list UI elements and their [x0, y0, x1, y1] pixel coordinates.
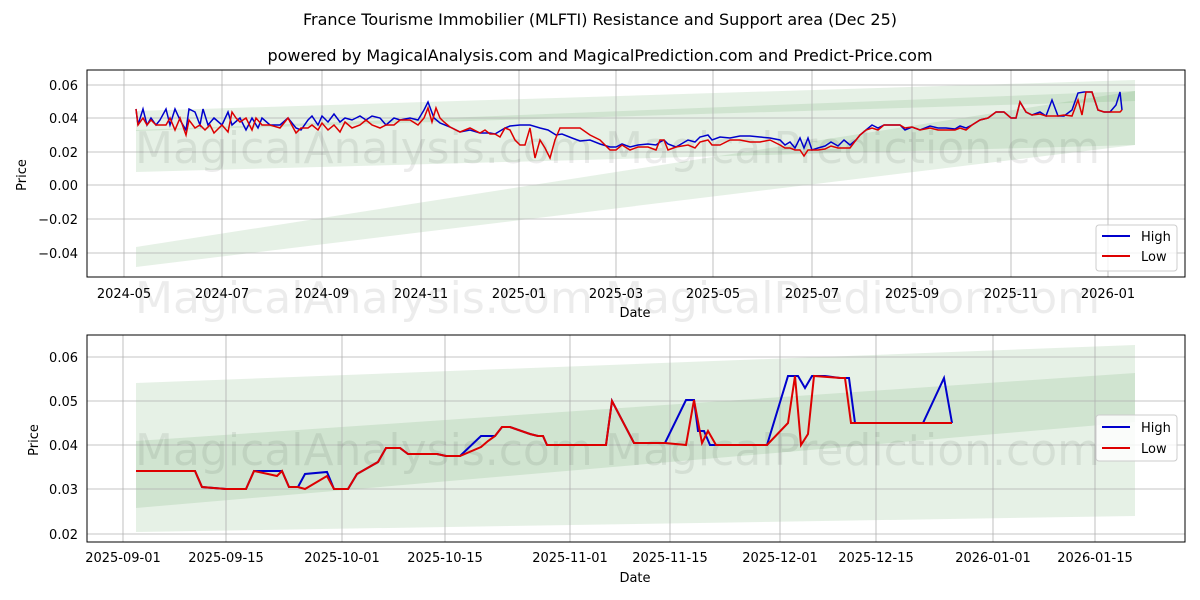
bottom-band-outer — [136, 345, 1135, 532]
svg-text:2025-09: 2025-09 — [885, 287, 939, 302]
svg-text:2026-01: 2026-01 — [1081, 287, 1135, 302]
watermark-prediction-top: MagicalPrediction.com — [605, 123, 1100, 174]
top-band-bottom — [136, 91, 1135, 267]
legend-high-bottom: High — [1141, 421, 1171, 436]
legend-low-bottom: Low — [1141, 442, 1167, 457]
svg-text:2026-01-15: 2026-01-15 — [1057, 551, 1133, 566]
bottom-grid — [87, 335, 1185, 542]
svg-text:2024-09: 2024-09 — [295, 287, 349, 302]
bottom-legend: High Low — [1095, 414, 1178, 462]
svg-text:2025-01: 2025-01 — [492, 287, 546, 302]
top-y-axis-label: Price — [15, 159, 30, 191]
svg-text:2025-11-15: 2025-11-15 — [632, 551, 708, 566]
svg-text:0.06: 0.06 — [49, 79, 78, 94]
svg-text:2025-05: 2025-05 — [686, 287, 740, 302]
svg-text:2025-12-15: 2025-12-15 — [838, 551, 914, 566]
top-grid — [87, 70, 1185, 277]
bottom-bands — [136, 345, 1135, 532]
svg-text:2024-07: 2024-07 — [195, 287, 249, 302]
svg-text:0.03: 0.03 — [49, 483, 78, 498]
svg-text:2026-01-01: 2026-01-01 — [955, 551, 1031, 566]
bottom-y-ticks: 0.06 0.05 0.04 0.03 0.02 — [49, 351, 78, 543]
svg-text:2025-09-01: 2025-09-01 — [85, 551, 161, 566]
svg-text:2025-12-01: 2025-12-01 — [742, 551, 818, 566]
bottom-band-inner — [136, 373, 1135, 508]
chart-subtitle: powered by MagicalAnalysis.com and Magic… — [267, 46, 933, 65]
legend-high: High — [1141, 230, 1171, 245]
svg-text:0.04: 0.04 — [49, 112, 78, 127]
bottom-x-axis-label: Date — [619, 571, 650, 586]
svg-text:0.00: 0.00 — [49, 179, 78, 194]
watermark-prediction-bottom: MagicalPrediction.com — [605, 425, 1100, 476]
top-axes-frame — [86, 69, 1186, 278]
svg-text:0.05: 0.05 — [49, 395, 78, 410]
legend-low: Low — [1141, 250, 1167, 265]
watermark-prediction-mid: MagicalPrediction.com — [605, 273, 1100, 324]
chart-title: France Tourisme Immobilier (MLFTI) Resis… — [302, 10, 897, 29]
top-x-ticks: 2024-05 2024-07 2024-09 2024-11 2025-01 … — [97, 287, 1135, 302]
top-y-ticks: 0.06 0.04 0.02 0.00 −0.02 −0.04 — [38, 79, 78, 262]
svg-text:0.02: 0.02 — [49, 146, 78, 161]
svg-text:−0.02: −0.02 — [38, 213, 78, 228]
svg-text:2024-05: 2024-05 — [97, 287, 151, 302]
watermark-analysis-top: MagicalAnalysis.com — [135, 123, 593, 174]
top-high-line — [135, 91, 1123, 151]
top-legend: High Low — [1095, 224, 1178, 272]
top-low-line — [135, 91, 1123, 161]
bottom-chart: MagicalAnalysis.com MagicalPrediction.co… — [27, 334, 1186, 586]
watermark-analysis-bottom: MagicalAnalysis.com — [135, 425, 593, 476]
svg-text:2025-11: 2025-11 — [984, 287, 1038, 302]
svg-text:0.02: 0.02 — [49, 528, 78, 543]
top-chart: MagicalAnalysis.com MagicalPrediction.co… — [15, 69, 1186, 324]
bottom-low-line — [136, 374, 952, 491]
svg-text:2025-07: 2025-07 — [785, 287, 839, 302]
svg-text:2024-11: 2024-11 — [394, 287, 448, 302]
svg-text:2025-03: 2025-03 — [589, 287, 643, 302]
svg-text:2025-10-15: 2025-10-15 — [407, 551, 483, 566]
bottom-x-ticks: 2025-09-01 2025-09-15 2025-10-01 2025-10… — [85, 551, 1133, 566]
svg-text:2025-11-01: 2025-11-01 — [532, 551, 608, 566]
svg-text:2025-10-01: 2025-10-01 — [304, 551, 380, 566]
top-x-axis-label: Date — [619, 306, 650, 321]
svg-text:0.06: 0.06 — [49, 351, 78, 366]
svg-text:0.04: 0.04 — [49, 439, 78, 454]
bottom-y-axis-label: Price — [27, 424, 42, 456]
svg-text:2025-09-15: 2025-09-15 — [188, 551, 264, 566]
svg-text:−0.04: −0.04 — [38, 247, 78, 262]
bottom-axes-frame — [86, 334, 1186, 543]
watermark-analysis-mid: MagicalAnalysis.com — [135, 273, 593, 324]
